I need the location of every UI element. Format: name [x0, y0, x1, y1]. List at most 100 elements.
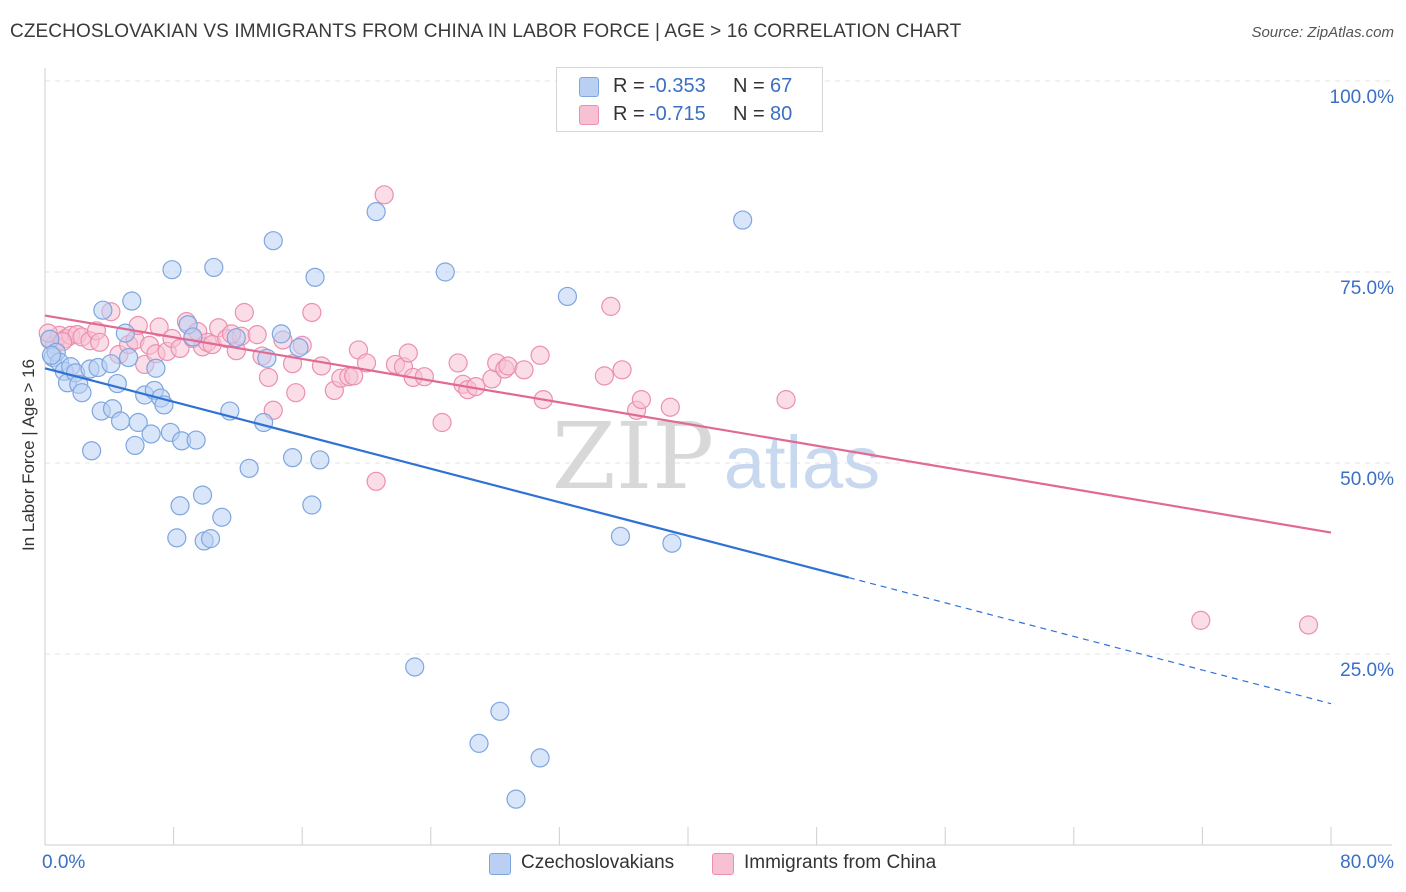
data-point-czech — [405, 657, 425, 677]
data-point-china — [90, 332, 110, 352]
data-point-czech — [662, 533, 682, 553]
legend-label-czech: Czechoslovakians — [521, 852, 675, 873]
trend-line-china — [44, 314, 1332, 534]
data-point-china — [286, 383, 306, 403]
grid-lines — [45, 80, 1392, 655]
y-tick-label-25: 25.0% — [1340, 660, 1394, 681]
trend-line-czech-extension — [848, 577, 1332, 705]
trend-line-czech — [44, 367, 850, 579]
legend-label-china: Immigrants from China — [744, 852, 937, 873]
data-point-china — [366, 471, 386, 491]
y-tick-label-50: 50.0% — [1340, 469, 1394, 490]
data-point-czech — [93, 300, 113, 320]
data-point-china — [356, 353, 377, 373]
stats-r-label: R = — [613, 75, 645, 97]
data-point-czech — [183, 327, 203, 347]
data-point-czech — [162, 260, 182, 280]
data-point-czech — [305, 267, 325, 287]
data-point-czech — [200, 529, 221, 549]
data-point-czech — [204, 257, 224, 278]
data-point-china — [776, 389, 796, 410]
x-tick-label-max: 80.0% — [1340, 852, 1394, 873]
data-point-czech — [302, 495, 322, 515]
data-point-czech — [128, 412, 148, 433]
data-point-czech — [271, 324, 291, 344]
data-point-czech — [610, 526, 631, 546]
data-point-czech — [101, 354, 121, 374]
data-point-china — [631, 389, 651, 410]
stats-n-value-china: 80 — [770, 103, 793, 125]
data-point-czech — [435, 262, 455, 282]
stats-r-value-china: -0.715 — [649, 103, 706, 125]
data-point-china — [498, 356, 518, 376]
data-point-china — [311, 356, 332, 376]
data-point-china — [398, 343, 418, 363]
data-point-china — [432, 412, 452, 433]
data-point-china — [374, 185, 394, 205]
data-point-china — [247, 325, 267, 345]
data-point-czech — [506, 789, 526, 809]
trend-lines — [44, 314, 1332, 705]
stats-swatch-czech — [579, 77, 599, 97]
data-point-china — [234, 302, 254, 323]
data-point-czech — [490, 701, 510, 721]
data-point-czech — [41, 345, 62, 365]
data-point-czech — [282, 448, 303, 468]
data-point-china — [514, 360, 534, 380]
data-point-czech — [82, 441, 102, 461]
axes — [44, 68, 1392, 846]
data-point-czech — [170, 496, 190, 516]
data-point-china — [594, 366, 615, 386]
data-point-czech — [289, 338, 309, 358]
watermark-zip: ZIP — [552, 403, 714, 510]
stats-r-label: R = — [613, 103, 645, 125]
data-point-china — [1191, 610, 1211, 630]
data-point-china — [414, 367, 434, 387]
chart-title: CZECHOSLOVAKIAN VS IMMIGRANTS FROM CHINA… — [10, 21, 962, 42]
data-point-czech — [239, 458, 259, 478]
data-point-china — [530, 345, 550, 365]
data-point-czech — [110, 411, 131, 431]
data-point-czech — [118, 347, 139, 368]
stats-n-label: N = — [733, 103, 765, 125]
data-point-czech — [122, 291, 142, 311]
data-point-czech — [366, 202, 386, 222]
data-point-czech — [212, 507, 232, 527]
data-point-czech — [557, 286, 578, 307]
data-point-czech — [226, 328, 246, 348]
data-point-china — [258, 367, 279, 388]
stats-box: R = -0.353 N = 67 R = -0.715 N = 80 — [556, 67, 823, 132]
series-czech-points — [40, 202, 753, 809]
data-point-china — [660, 397, 680, 417]
data-point-czech — [72, 383, 92, 403]
data-point-czech — [141, 424, 161, 444]
data-point-czech — [469, 733, 489, 753]
data-point-china — [302, 302, 322, 323]
data-point-czech — [263, 231, 283, 251]
stats-swatch-china — [579, 105, 599, 125]
stats-r-value-czech: -0.353 — [649, 75, 706, 97]
data-point-czech — [125, 435, 145, 456]
data-point-czech — [146, 358, 166, 378]
stats-n-value-czech: 67 — [770, 75, 793, 97]
x-tick-label-min: 0.0% — [42, 852, 86, 873]
data-point-czech — [310, 450, 330, 470]
data-point-china — [601, 296, 621, 316]
data-point-china — [1298, 615, 1319, 635]
source-attribution: Source: ZipAtlas.com — [1251, 24, 1394, 41]
watermark: ZIP atlas — [552, 403, 880, 510]
data-point-czech — [192, 485, 213, 505]
data-point-czech — [530, 748, 550, 768]
data-point-china — [149, 317, 169, 337]
legend-swatch-czech — [489, 853, 511, 875]
legend-swatch-china — [712, 853, 734, 875]
data-point-czech — [733, 210, 753, 230]
stats-n-label: N = — [733, 75, 765, 97]
data-point-china — [448, 353, 468, 373]
y-tick-label-100: 100.0% — [1329, 87, 1394, 108]
y-tick-label-75: 75.0% — [1340, 278, 1394, 299]
data-point-czech — [115, 323, 135, 343]
data-point-czech — [186, 430, 206, 450]
data-point-czech — [167, 528, 187, 548]
